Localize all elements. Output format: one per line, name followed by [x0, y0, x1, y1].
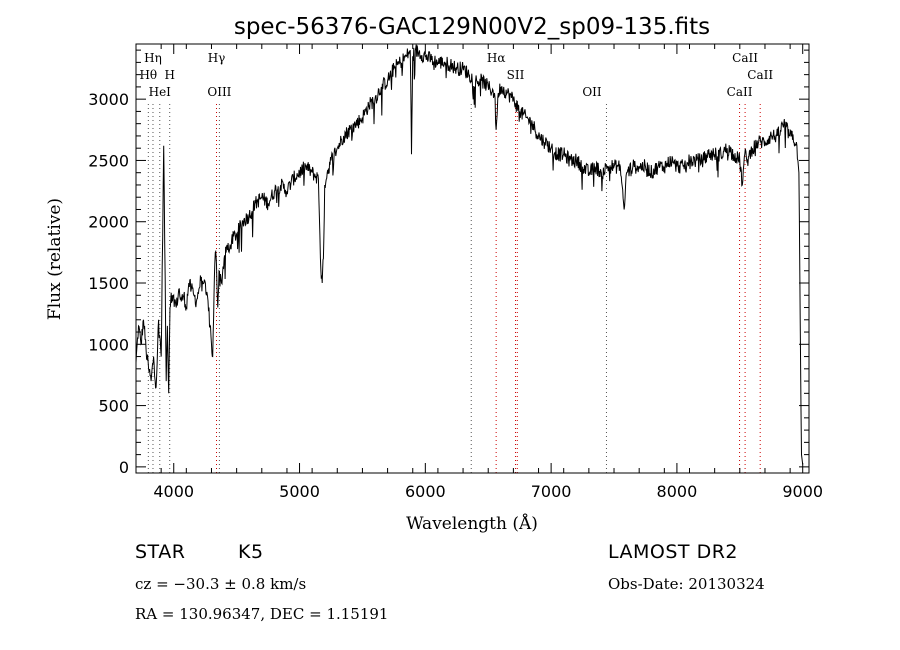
x-tick-label: 7000 [531, 482, 572, 501]
x-axis-label: Wavelength (Å) [406, 513, 538, 534]
x-tick-label: 6000 [405, 482, 446, 501]
y-tick-label: 500 [98, 397, 129, 416]
spectral-line-guides [147, 104, 761, 473]
spectrum-line [135, 44, 804, 465]
y-tick-label: 2500 [88, 151, 129, 170]
y-tick-label: 1500 [88, 274, 129, 293]
x-tick-label: 8000 [657, 482, 698, 501]
coordinates-readout: RA = 130.96347, DEC = 1.15191 [135, 605, 389, 623]
spectral-line-label: Hη [144, 51, 162, 65]
spectral-line-label: HeI [149, 85, 172, 99]
observation-date: Obs-Date: 20130324 [608, 575, 765, 593]
x-axis-ticks: 4000 5000 6000 7000 8000 9000 [153, 44, 823, 501]
object-subclass: K5 [238, 541, 264, 563]
x-tick-label: 5000 [279, 482, 320, 501]
x-tick-label: 4000 [153, 482, 194, 501]
spectral-line-label: CaII [732, 51, 758, 65]
spectral-line-label: Hγ [208, 51, 226, 65]
chart-title: spec-56376-GAC129N00V2_sp09-135.fits [234, 14, 710, 40]
plot-frame [135, 43, 810, 474]
survey-name: LAMOST DR2 [608, 541, 738, 563]
spectral-line-label: CaII [747, 68, 773, 82]
y-tick-label: 1000 [88, 335, 129, 354]
y-axis-ticks: 0 500 1000 1500 2000 2500 3000 [88, 49, 809, 477]
spectral-line-label: SII [507, 68, 525, 82]
spectral-line-label: H [164, 68, 174, 82]
redshift-readout: cz = −30.3 ± 0.8 km/s [135, 575, 307, 593]
spectral-line-label: Hα [487, 51, 506, 65]
y-axis-label: Flux (relative) [45, 198, 65, 320]
spectral-line-label: Hθ [139, 68, 157, 82]
y-tick-label: 2000 [88, 213, 129, 232]
spectral-line-label: OII [582, 85, 602, 99]
y-tick-label: 3000 [88, 90, 129, 109]
x-tick-label: 9000 [782, 482, 823, 501]
spectral-line-label: OIII [207, 85, 231, 99]
object-class: STAR [135, 541, 186, 563]
y-tick-label: 0 [119, 458, 129, 477]
spectral-line-label: CaII [727, 85, 753, 99]
